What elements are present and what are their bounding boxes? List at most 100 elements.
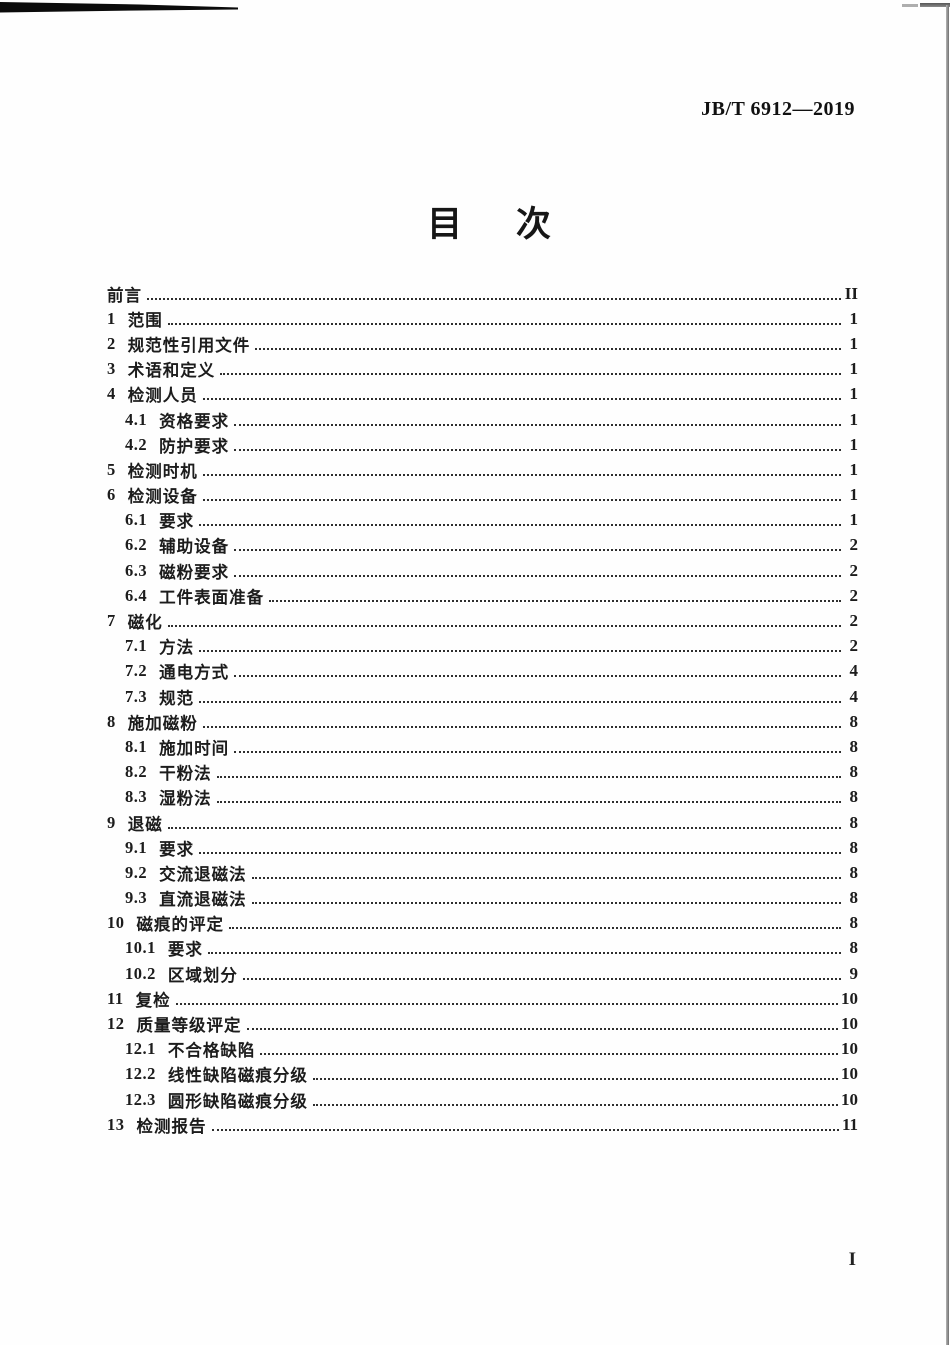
toc-row: 12 质量等级评定 10 — [107, 1011, 858, 1036]
toc-page-number: 1 — [849, 384, 859, 404]
toc-page-number: 8 — [849, 862, 859, 882]
toc-page-number: 4 — [849, 661, 859, 681]
toc-entry-number: 4 — [107, 384, 116, 404]
toc-row: 9 退磁 8 — [107, 810, 858, 835]
toc-entry-label: 区域划分 — [167, 965, 238, 985]
toc-entry-label: 前言 — [107, 285, 142, 305]
toc-entry-number: 12.3 — [125, 1089, 156, 1109]
toc-row: 11 复检 10 — [107, 986, 858, 1011]
toc-entry-label: 施加时间 — [159, 738, 230, 758]
toc-page-number: 10 — [841, 1064, 858, 1084]
toc-row: 8.3 湿粉法 8 — [107, 785, 858, 810]
toc-entry-number: 13 — [107, 1114, 125, 1134]
dot-leader — [202, 725, 841, 728]
toc-row: 4.2 防护要求 1 — [107, 432, 858, 457]
toc-row: 9.2 交流退磁法 8 — [107, 860, 858, 885]
toc-row: 3 术语和定义 1 — [107, 357, 858, 382]
toc-entry-number: 6.3 — [125, 560, 148, 580]
dot-leader — [167, 625, 841, 628]
toc-entry-number: 9 — [107, 812, 116, 832]
toc-row: 6.2 辅助设备 2 — [107, 533, 858, 558]
dot-leader — [269, 599, 841, 602]
toc-entry-label: 施加磁粉 — [127, 713, 198, 733]
dot-leader — [229, 927, 841, 930]
toc-row: 前言 II — [107, 281, 858, 306]
dot-leader — [202, 473, 841, 476]
dot-leader — [199, 851, 841, 854]
dot-leader — [207, 952, 841, 955]
toc-entry-number: 6.1 — [125, 510, 148, 530]
toc-page-number: 2 — [849, 636, 859, 656]
toc-entry-label: 资格要求 — [159, 411, 230, 431]
toc-entry-number: 9.2 — [125, 862, 148, 882]
toc-row: 4.1 资格要求 1 — [107, 407, 858, 432]
dot-leader — [251, 876, 841, 879]
toc-row: 12.2 线性缺陷磁痕分级 10 — [107, 1062, 858, 1087]
toc-entry-label: 线性缺陷磁痕分级 — [167, 1066, 308, 1086]
toc-entry-number: 12 — [107, 1014, 125, 1034]
toc-entry-label: 要求 — [159, 839, 195, 859]
toc-page-number: 8 — [849, 736, 859, 756]
toc-page-number: 8 — [849, 762, 859, 782]
toc-page-number: 1 — [849, 409, 859, 429]
toc-page-number: 1 — [849, 333, 859, 353]
folio-page-number: I — [848, 1249, 856, 1270]
toc-row: 10 磁痕的评定 8 — [107, 911, 858, 936]
toc-row: 5 检测时机 1 — [107, 457, 858, 482]
toc-entry-label: 直流退磁法 — [159, 890, 247, 910]
toc-row: 4 检测人员 1 — [107, 382, 858, 407]
toc-entry-label: 术语和定义 — [127, 361, 216, 381]
toc-entry-number: 6.2 — [125, 535, 148, 555]
toc-entry-number: 8 — [107, 711, 116, 731]
toc-page-number: 10 — [841, 1089, 858, 1109]
dot-leader — [251, 902, 841, 905]
toc-page-number: 11 — [841, 1114, 858, 1134]
toc-entry-label: 范围 — [127, 310, 163, 330]
toc-row: 6.3 磁粉要求 2 — [107, 558, 858, 583]
toc-page-number: 8 — [849, 913, 859, 933]
toc-entry-label: 交流退磁法 — [159, 864, 247, 884]
dot-leader — [255, 347, 841, 350]
dot-leader — [216, 776, 841, 779]
toc-entry-number: 6.4 — [125, 585, 148, 605]
toc-entry-number: 4.1 — [125, 409, 148, 429]
toc-entry-number: 5 — [107, 459, 116, 479]
toc-page-number: 2 — [849, 560, 859, 580]
dot-leader — [199, 524, 841, 527]
toc-row: 10.1 要求 8 — [107, 936, 858, 961]
toc-row: 6.4 工件表面准备 2 — [107, 583, 858, 608]
toc-page-number: 2 — [849, 611, 859, 631]
toc-row: 9.3 直流退磁法 8 — [107, 886, 858, 911]
toc-entry-label: 磁粉要求 — [159, 562, 230, 582]
toc-entry-label: 检测时机 — [127, 461, 198, 481]
toc-entry-number: 11 — [107, 988, 124, 1008]
dot-leader — [211, 1128, 839, 1131]
dot-leader — [147, 297, 841, 300]
toc-entry-number: 4.2 — [125, 434, 148, 454]
toc-page-number: 8 — [849, 888, 859, 908]
dot-leader — [234, 675, 841, 678]
toc-entry-label: 磁痕的评定 — [136, 915, 224, 935]
toc-entry-number: 8.2 — [125, 762, 148, 782]
toc-row: 6.1 要求 1 — [107, 508, 858, 533]
toc-row: 7.3 规范 4 — [107, 684, 858, 709]
dot-leader — [202, 398, 841, 401]
toc-entry-number: 7.1 — [125, 636, 148, 656]
toc-entry-number: 10.1 — [125, 938, 156, 958]
toc-row: 7.1 方法 2 — [107, 634, 858, 659]
toc-entry-label: 湿粉法 — [159, 789, 212, 809]
toc-entry-label: 方法 — [159, 638, 195, 658]
toc-entry-label: 通电方式 — [159, 663, 230, 683]
toc-entry-label: 要求 — [167, 940, 203, 960]
toc-entry-number: 1 — [107, 308, 116, 328]
toc-page-number: 4 — [849, 686, 859, 706]
dot-leader — [234, 423, 841, 426]
toc-page-number: 10 — [841, 1014, 858, 1034]
toc-page-number: 8 — [849, 787, 859, 807]
toc-entry-number: 12.1 — [125, 1039, 156, 1059]
toc-row: 1 范围 1 — [107, 306, 858, 331]
toc-entry-label: 检测报告 — [136, 1116, 207, 1136]
toc-row: 2 规范性引用文件 1 — [107, 331, 858, 356]
toc-entry-number: 10.2 — [125, 963, 156, 983]
